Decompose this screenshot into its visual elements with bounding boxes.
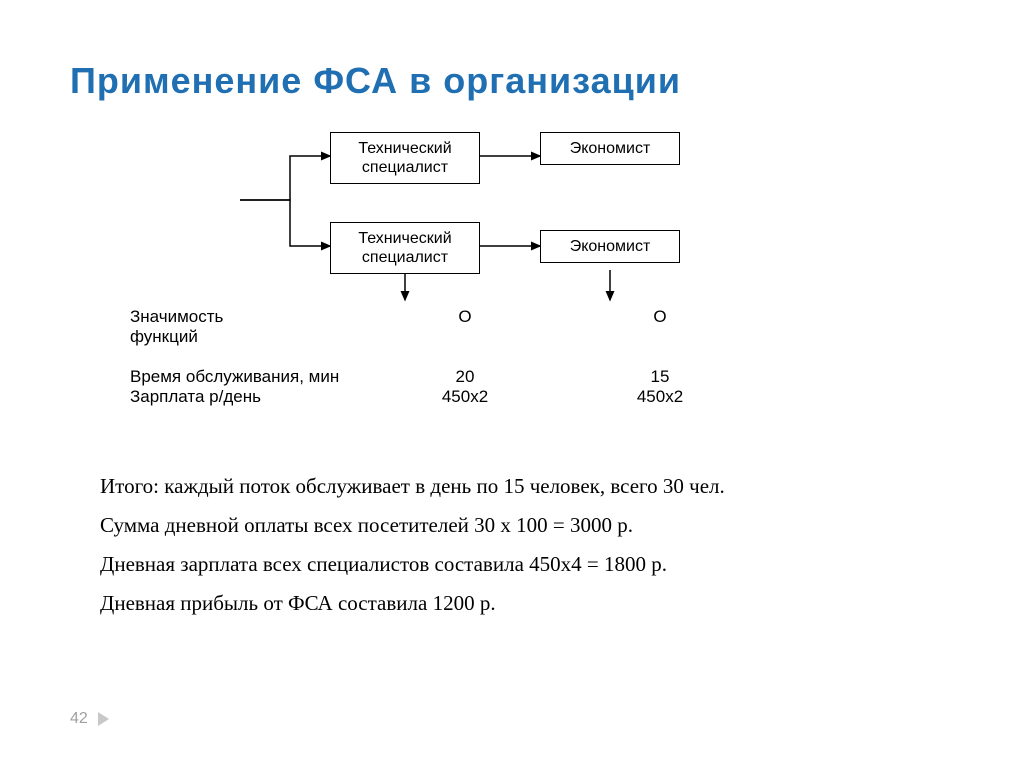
summary-line: Сумма дневной оплаты всех посетителей 30… <box>100 506 954 545</box>
metrics-label: Зарплата р/день <box>70 387 370 407</box>
summary-line: Дневная прибыль от ФСА составила 1200 р. <box>100 584 954 623</box>
metrics-value: 15 <box>560 367 760 387</box>
metrics-value: О <box>370 307 560 347</box>
flowchart-edge <box>240 156 330 200</box>
slide-footer: 42 <box>70 710 109 728</box>
summary-line: Дневная зарплата всех специалистов соста… <box>100 545 954 584</box>
metrics-value: О <box>560 307 760 347</box>
metrics-label: Время обслуживания, мин <box>70 367 370 387</box>
page-title: Применение ФСА в организации <box>70 60 954 102</box>
metrics-row: ЗначимостьфункцийОО <box>70 307 954 347</box>
flowchart-node: Техническийспециалист <box>330 222 480 274</box>
metrics-value: 450x2 <box>370 387 560 407</box>
flowchart-node: Техническийспециалист <box>330 132 480 184</box>
summary-line: Итого: каждый поток обслуживает в день п… <box>100 467 954 506</box>
flowchart-container: Техническийспециалист Экономист Технически… <box>240 132 840 292</box>
metrics-label: Значимостьфункций <box>70 307 370 347</box>
flowchart-node: Экономист <box>540 230 680 263</box>
summary-paragraphs: Итого: каждый поток обслуживает в день п… <box>70 467 954 622</box>
metrics-value: 450x2 <box>560 387 760 407</box>
flowchart-node: Экономист <box>540 132 680 165</box>
metrics-value: 20 <box>370 367 560 387</box>
metrics-table: ЗначимостьфункцийООВремя обслуживания, м… <box>70 307 954 407</box>
footer-arrow-icon <box>98 712 109 726</box>
metrics-row: Время обслуживания, мин2015 <box>70 367 954 387</box>
flowchart-edge <box>240 200 330 246</box>
page-number: 42 <box>70 710 88 728</box>
metrics-row: Зарплата р/день450x2450x2 <box>70 387 954 407</box>
